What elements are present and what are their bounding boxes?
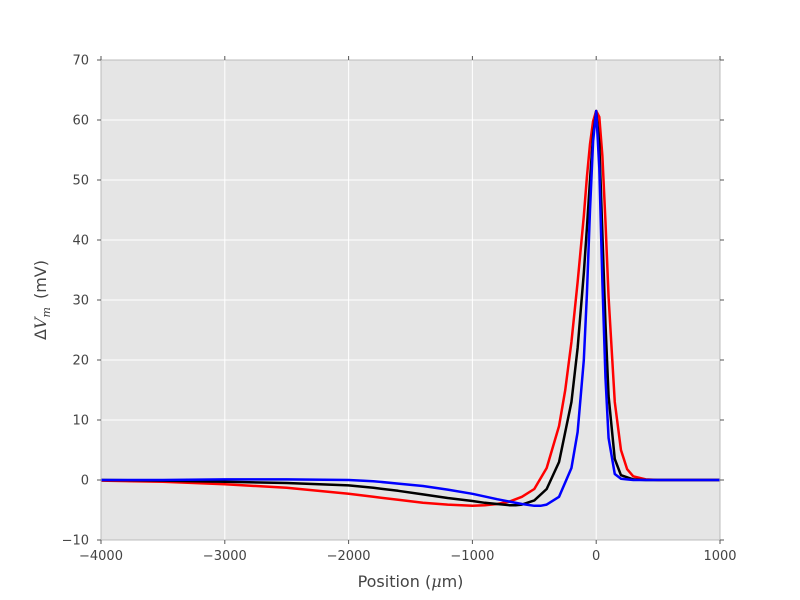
series-line-1 (101, 109, 720, 508)
y-axis-label-v: V (31, 316, 50, 329)
y-tick-label: 60 (72, 114, 89, 129)
y-tick-label: 30 (72, 294, 89, 309)
x-tick-labels: −4000 −3000 −2000 −1000 0 1000 (79, 549, 737, 564)
series-line-2 (101, 109, 720, 507)
x-axis-label-mu: μ (431, 572, 441, 591)
x-axis-label: Position (μm) (358, 572, 464, 591)
x-tick-label: −1000 (450, 549, 494, 564)
x-tick-label: 1000 (703, 549, 736, 564)
y-tick-label: 20 (72, 354, 89, 369)
series-layer (101, 109, 720, 508)
y-axis-label-delta: Δ (31, 329, 50, 340)
y-tick-label: −10 (62, 534, 89, 549)
x-tick-label: 0 (592, 549, 600, 564)
y-axis-label: ΔVm (mV) (31, 260, 53, 340)
y-tick-label: 40 (72, 234, 89, 249)
y-tick-label: 70 (72, 54, 89, 69)
series-line-3 (101, 109, 720, 508)
y-axis-label-unit: (mV) (31, 260, 50, 299)
y-axis-label-sub: m (40, 307, 53, 317)
x-tick-label: −2000 (327, 549, 371, 564)
y-tick-label: 10 (72, 414, 89, 429)
x-tick-label: −3000 (203, 549, 247, 564)
x-axis-label-prefix: Position ( (358, 572, 432, 591)
y-tick-labels: −10 0 10 20 30 40 50 60 70 (62, 54, 89, 549)
tick-marks (97, 56, 724, 544)
y-tick-label: 0 (81, 474, 89, 489)
x-axis-label-suffix: m) (442, 572, 464, 591)
y-tick-label: 50 (72, 174, 89, 189)
x-tick-label: −4000 (79, 549, 123, 564)
